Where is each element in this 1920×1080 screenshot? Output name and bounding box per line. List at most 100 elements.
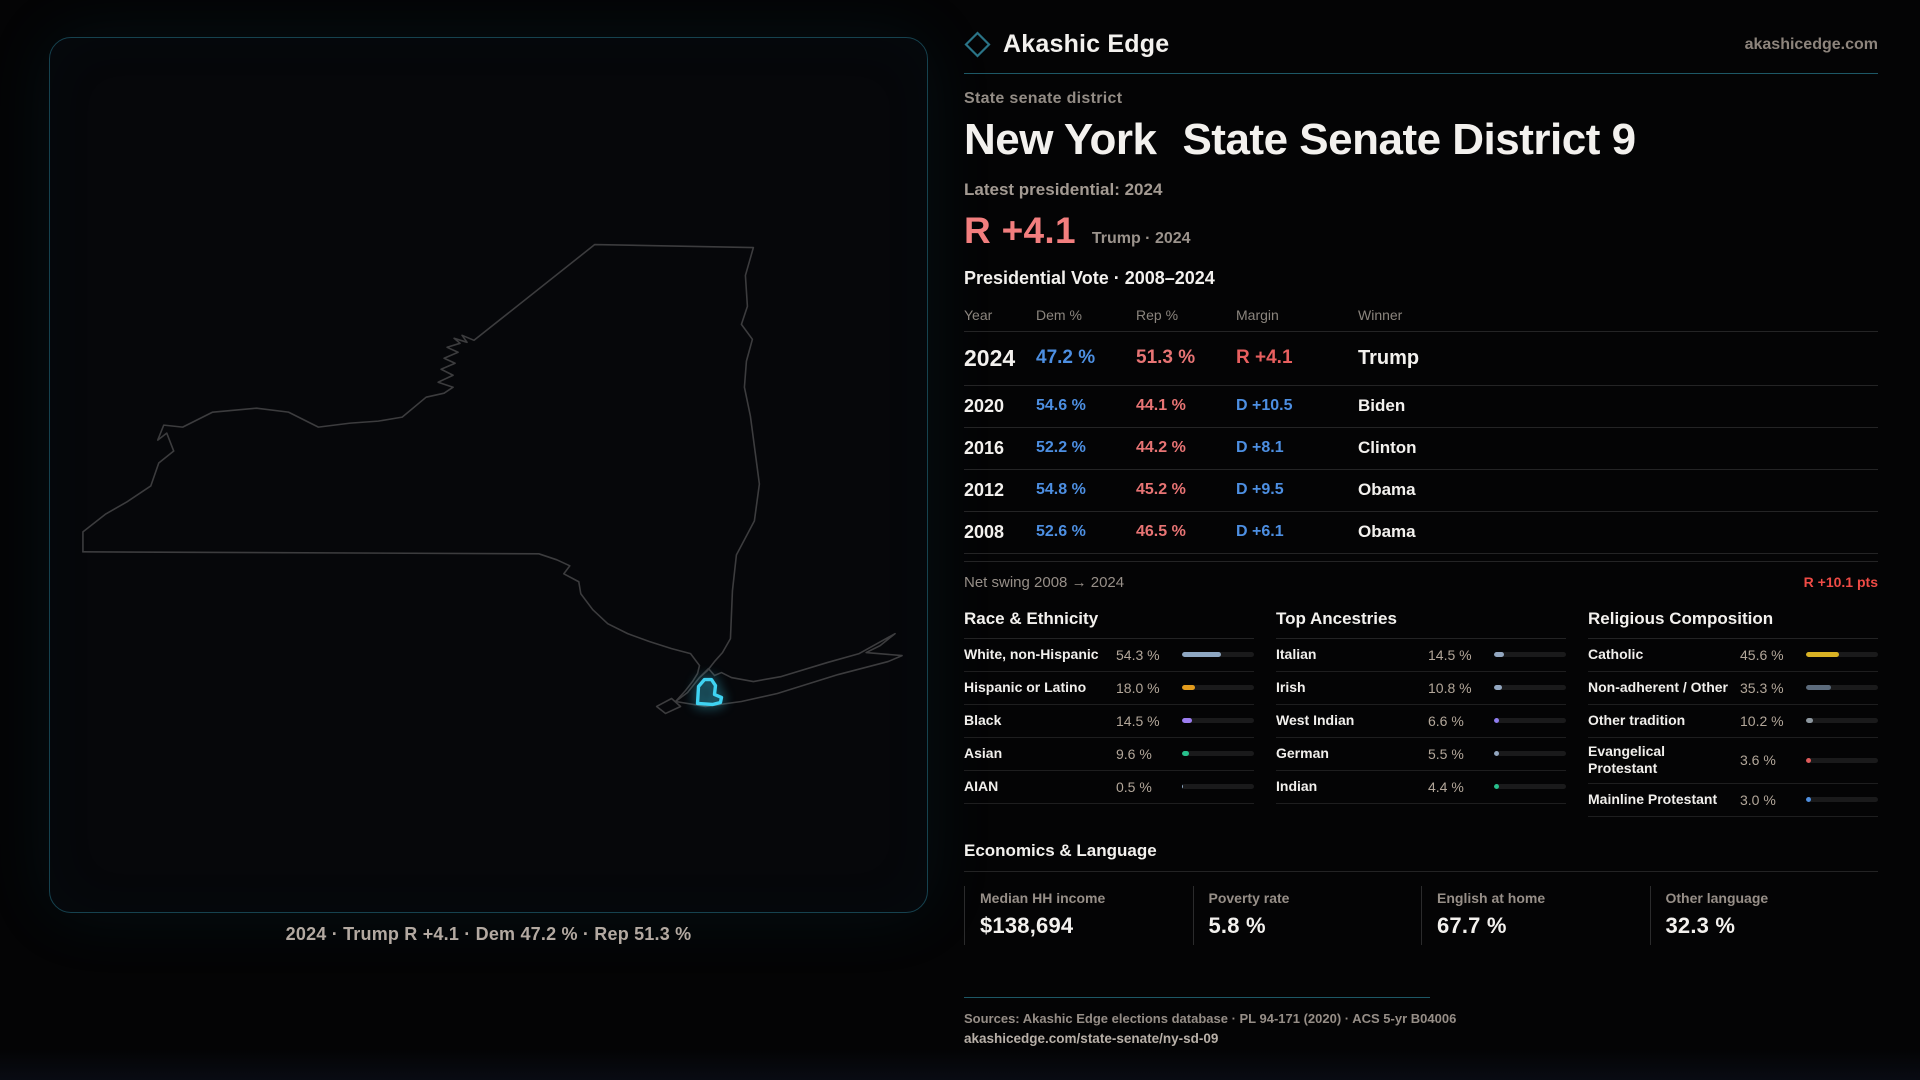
title-region: New York (964, 115, 1157, 164)
state-outline (82, 243, 903, 708)
stat-label: Poverty rate (1208, 889, 1290, 906)
vote-rep-share: 44.2 % (1136, 439, 1186, 457)
demographic-bar-fill (1806, 757, 1811, 763)
kicker: State senate district (964, 90, 1123, 107)
demographic-bar-track (1494, 751, 1566, 757)
demographic-label: German (1276, 744, 1329, 761)
vote-rep-share: 45.2 % (1136, 481, 1186, 499)
demographic-bar-fill (1494, 751, 1499, 757)
demographic-bar-fill (1182, 718, 1193, 724)
demographic-row: Catholic 45.6 % (1588, 639, 1878, 672)
demographic-bar-fill (1806, 797, 1811, 803)
demographic-label: Evangelical Protestant (1588, 742, 1666, 777)
map-caption: 2024 · Trump R +4.1 · Dem 47.2 % · Rep 5… (285, 924, 692, 944)
demographic-row: Indian 4.4 % (1276, 771, 1566, 804)
stat-value: 32.3 % (1665, 912, 1736, 938)
page-title: New York State Senate District 9 (964, 116, 1878, 164)
demographic-bar-track (1806, 652, 1878, 658)
demographic-value: 10.2 % (1740, 712, 1784, 729)
vote-dem-share: 52.2 % (1036, 439, 1086, 457)
demographic-bar-track (1806, 685, 1878, 691)
vote-table-title: Presidential Vote · 2008–2024 (964, 267, 1215, 288)
permalink[interactable]: akashicedge.com/state-senate/ny-sd-09 (964, 1030, 1219, 1046)
demographics-column-heading: Race & Ethnicity (964, 609, 1254, 639)
demographic-label: Asian (964, 744, 1003, 761)
district-profile-panel: Akashic Edge akashicedge.com State senat… (964, 30, 1878, 1048)
vote-column-header: Rep % (1136, 306, 1179, 323)
demographic-value: 4.4 % (1428, 778, 1464, 795)
demographic-row: Irish 10.8 % (1276, 672, 1566, 705)
stat-cell: Other language 32.3 % (1649, 885, 1879, 945)
demographic-value: 5.5 % (1428, 745, 1464, 762)
demographic-row: White, non-Hispanic 54.3 % (964, 639, 1254, 672)
vote-rep-share: 51.3 % (1136, 347, 1196, 369)
demographics-grid: Race & Ethnicity White, non-Hispanic 54.3 … (964, 609, 1878, 817)
vote-winner: Clinton (1358, 438, 1417, 458)
demographics-column: Race & Ethnicity White, non-Hispanic 54.3 … (964, 609, 1254, 817)
stat-value: 5.8 % (1208, 912, 1266, 938)
vote-dem-share: 54.6 % (1036, 397, 1086, 415)
demographic-bar-fill (1494, 652, 1505, 658)
demographic-row: German 5.5 % (1276, 738, 1566, 771)
net-swing-row: Net swing 2008 → 2024 R +10.1 pts (964, 560, 1878, 591)
demographic-bar-track (1806, 718, 1878, 724)
latest-presidential-label: Latest presidential: 2024 (964, 179, 1163, 199)
demographic-bar-track (1806, 797, 1878, 803)
vote-winner: Obama (1358, 522, 1416, 542)
vote-margin: D +10.5 (1236, 397, 1293, 415)
stat-cell: English at home 67.7 % (1421, 885, 1650, 945)
demographic-value: 3.6 % (1740, 752, 1776, 769)
demographic-label: West Indian (1276, 711, 1355, 728)
demographic-label: Italian (1276, 645, 1317, 662)
stat-cell: Median HH income $138,694 (964, 885, 1193, 945)
vote-margin: D +9.5 (1236, 481, 1284, 499)
demographic-bar-fill (1182, 751, 1189, 757)
site-link[interactable]: akashicedge.com (1744, 35, 1878, 53)
demographic-label: Hispanic or Latino (964, 678, 1087, 695)
presidential-vote-table: Year Dem % Rep % Margin Winner 2024 47.2 % 51.… (964, 299, 1878, 554)
vote-rep-share: 44.1 % (1136, 397, 1186, 415)
demographic-value: 14.5 % (1428, 646, 1472, 663)
headline-margin-context: Trump · 2024 (1091, 229, 1191, 247)
demographic-value: 9.6 % (1116, 745, 1152, 762)
demographic-label: Indian (1276, 777, 1318, 794)
demographics-column: Religious Composition Catholic 45.6 % Non-a… (1588, 609, 1878, 817)
demographic-label: Black (964, 711, 1002, 728)
demographic-bar-fill (1806, 718, 1814, 724)
demographic-value: 45.6 % (1740, 646, 1784, 663)
vote-winner: Biden (1358, 396, 1406, 416)
demographic-label: Non-adherent / Other (1588, 678, 1729, 695)
demographic-value: 18.0 % (1116, 679, 1160, 696)
demographic-row: Asian 9.6 % (964, 738, 1254, 771)
demographic-bar-track (1182, 718, 1254, 724)
demographic-value: 35.3 % (1740, 679, 1784, 696)
demographic-bar-fill (1494, 784, 1499, 790)
stat-label: Other language (1665, 889, 1769, 906)
demographic-bar-fill (1182, 652, 1222, 658)
demographic-row: Other tradition 10.2 % (1588, 705, 1878, 738)
demographic-bar-track (1494, 652, 1566, 658)
diamond-logo-icon (964, 31, 991, 58)
vote-table-row: 2016 52.2 % 44.2 % D +8.1 Clinton (964, 428, 1878, 470)
vote-rep-share: 46.5 % (1136, 523, 1186, 541)
demographics-column-heading: Religious Composition (1588, 609, 1878, 639)
demographic-value: 14.5 % (1116, 712, 1160, 729)
economics-stats-row: Median HH income $138,694 Poverty rate 5.8 … (964, 885, 1879, 945)
staten-island-outline (655, 697, 682, 715)
demographic-label: AIAN (964, 777, 999, 794)
stat-label: English at home (1437, 889, 1546, 906)
demographics-column-heading: Top Ancestries (1276, 609, 1566, 639)
stat-cell: Poverty rate 5.8 % (1192, 885, 1422, 945)
vote-table-row: 2020 54.6 % 44.1 % D +10.5 Biden (964, 386, 1878, 428)
demographic-value: 0.5 % (1116, 778, 1152, 795)
vote-year: 2016 (964, 437, 1005, 458)
demographic-value: 6.6 % (1428, 712, 1464, 729)
vote-year: 2012 (964, 479, 1005, 500)
economics-heading: Economics & Language (964, 841, 1878, 872)
district-map-card (49, 37, 928, 913)
demographic-row: Hispanic or Latino 18.0 % (964, 672, 1254, 705)
vote-margin: R +4.1 (1236, 347, 1293, 369)
vote-dem-share: 47.2 % (1036, 347, 1096, 369)
vote-column-header: Margin (1236, 306, 1279, 323)
vote-column-header: Dem % (1036, 306, 1082, 323)
